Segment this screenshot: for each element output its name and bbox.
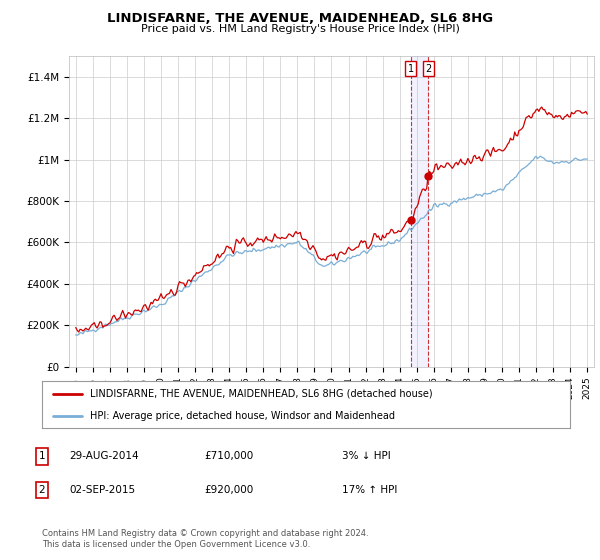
Text: Contains HM Land Registry data © Crown copyright and database right 2024.
This d: Contains HM Land Registry data © Crown c… — [42, 529, 368, 549]
Text: LINDISFARNE, THE AVENUE, MAIDENHEAD, SL6 8HG: LINDISFARNE, THE AVENUE, MAIDENHEAD, SL6… — [107, 12, 493, 25]
Text: LINDISFARNE, THE AVENUE, MAIDENHEAD, SL6 8HG (detached house): LINDISFARNE, THE AVENUE, MAIDENHEAD, SL6… — [89, 389, 432, 399]
Text: Price paid vs. HM Land Registry's House Price Index (HPI): Price paid vs. HM Land Registry's House … — [140, 24, 460, 34]
Text: HPI: Average price, detached house, Windsor and Maidenhead: HPI: Average price, detached house, Wind… — [89, 410, 395, 421]
Text: 1: 1 — [408, 64, 414, 74]
Text: 2: 2 — [425, 64, 431, 74]
Text: 29-AUG-2014: 29-AUG-2014 — [69, 451, 139, 461]
Text: 1: 1 — [38, 451, 46, 461]
Bar — [411, 56, 428, 367]
Text: 02-SEP-2015: 02-SEP-2015 — [69, 485, 135, 495]
Text: 3% ↓ HPI: 3% ↓ HPI — [342, 451, 391, 461]
Text: £920,000: £920,000 — [204, 485, 253, 495]
Text: £710,000: £710,000 — [204, 451, 253, 461]
Text: 2: 2 — [38, 485, 46, 495]
Text: 17% ↑ HPI: 17% ↑ HPI — [342, 485, 397, 495]
